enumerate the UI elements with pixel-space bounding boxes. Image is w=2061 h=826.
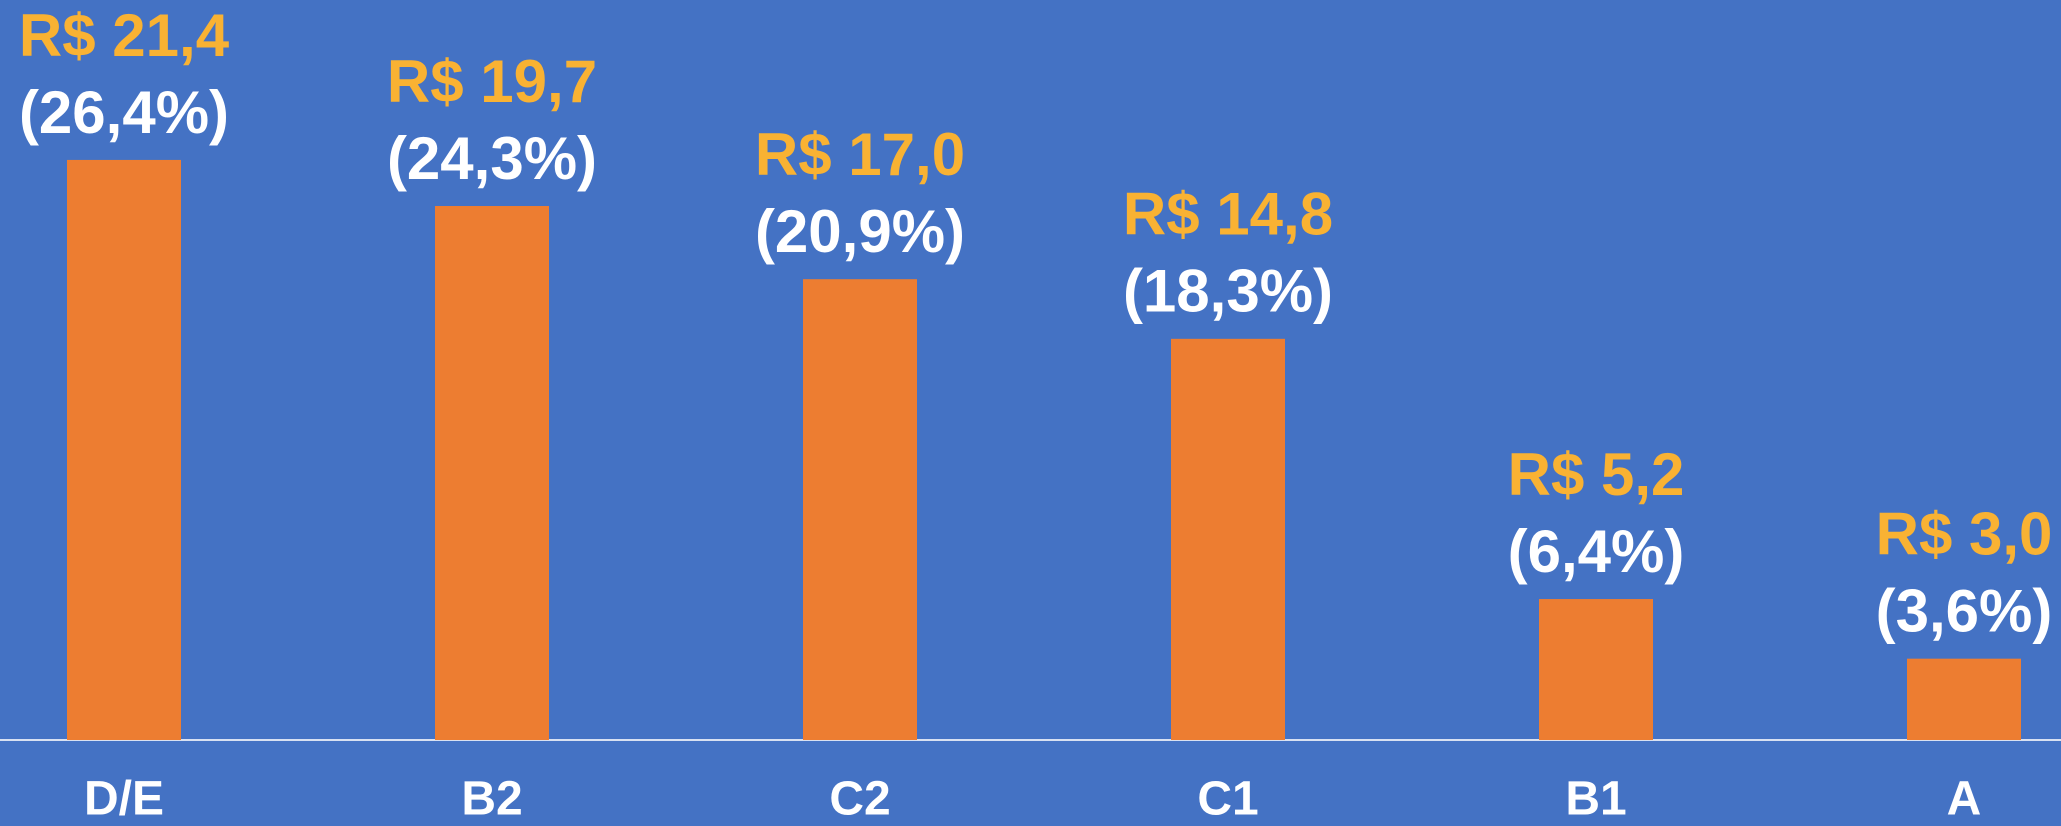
x-tick-label: C2 bbox=[829, 773, 890, 826]
value-label: R$ 14,8 bbox=[1123, 181, 1333, 248]
x-tick-label: C1 bbox=[1197, 773, 1258, 826]
value-label: R$ 21,4 bbox=[19, 2, 230, 69]
value-label: R$ 5,2 bbox=[1508, 441, 1685, 508]
value-label: R$ 19,7 bbox=[387, 48, 597, 115]
x-tick-label: A bbox=[1947, 773, 1982, 826]
bar bbox=[1171, 338, 1285, 740]
bar bbox=[435, 206, 549, 740]
share-label: (18,3%) bbox=[1123, 258, 1333, 325]
bar bbox=[803, 279, 917, 740]
share-label: (20,9%) bbox=[755, 198, 965, 265]
x-tick-label: B1 bbox=[1565, 773, 1626, 826]
share-label: (26,4%) bbox=[19, 79, 229, 146]
share-label: (6,4%) bbox=[1508, 518, 1685, 585]
value-label: R$ 17,0 bbox=[755, 121, 965, 188]
x-tick-label: D/E bbox=[84, 773, 164, 826]
share-label: (3,6%) bbox=[1876, 578, 2053, 645]
bar bbox=[1539, 599, 1653, 740]
x-tick-label: B2 bbox=[461, 773, 522, 826]
value-label: R$ 3,0 bbox=[1876, 501, 2053, 568]
share-label: (24,3%) bbox=[387, 125, 597, 192]
bar bbox=[67, 159, 181, 740]
bar bbox=[1907, 658, 2021, 740]
